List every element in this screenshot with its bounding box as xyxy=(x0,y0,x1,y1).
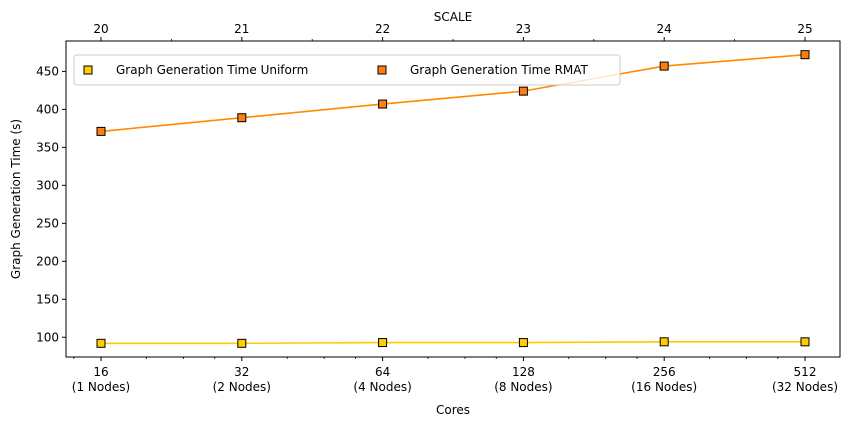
data-point xyxy=(518,86,528,96)
top-x-tick-label: 23 xyxy=(516,22,531,36)
data-point xyxy=(237,338,247,348)
legend-marker xyxy=(377,65,387,75)
legend-box xyxy=(73,54,621,86)
data-point xyxy=(800,50,810,60)
y-tick-label: 300 xyxy=(36,178,59,192)
data-point xyxy=(800,337,810,347)
series-layer xyxy=(96,50,810,348)
legend-label: Graph Generation Time RMAT xyxy=(410,63,589,77)
y-tick-label: 150 xyxy=(36,292,59,306)
x-tick-label: 512 xyxy=(794,365,817,379)
x-axis-label: Cores xyxy=(436,403,470,417)
x-tick-label: (32 Nodes) xyxy=(772,380,838,394)
axes-layer: 100 150 200 250 300 350 400 450 16(1 Nodes) 32(2 … xyxy=(36,22,841,394)
x-tick-label: (16 Nodes) xyxy=(631,380,697,394)
x-tick-label: (2 Nodes) xyxy=(213,380,271,394)
x-tick-label: 128 xyxy=(512,365,535,379)
data-point xyxy=(96,126,106,136)
top-x-tick-label: 21 xyxy=(234,22,249,36)
series-line-1 xyxy=(100,53,806,133)
x-tick-label: (1 Nodes) xyxy=(72,380,130,394)
plot-frame xyxy=(65,40,841,358)
data-point xyxy=(96,338,106,348)
y-tick-label: 350 xyxy=(36,140,59,154)
data-point xyxy=(237,113,247,123)
x-tick-label: (8 Nodes) xyxy=(494,380,552,394)
y-tick-label: 250 xyxy=(36,216,59,230)
x-tick-label: 16 xyxy=(93,365,108,379)
top-x-tick-label: 22 xyxy=(375,22,390,36)
data-point xyxy=(378,99,388,109)
y-axis-label: Graph Generation Time (s) xyxy=(9,119,23,279)
y-tick-label: 200 xyxy=(36,254,59,268)
x-tick-label: 256 xyxy=(653,365,676,379)
top-x-axis-label: SCALE xyxy=(434,10,472,24)
top-x-tick-label: 20 xyxy=(93,22,108,36)
legend-label: Graph Generation Time Uniform xyxy=(116,63,308,77)
x-tick-label: 32 xyxy=(234,365,249,379)
x-tick-label: 64 xyxy=(375,365,390,379)
y-tick-label: 400 xyxy=(36,102,59,116)
data-point xyxy=(659,337,669,347)
data-point xyxy=(659,61,669,71)
y-tick-label: 100 xyxy=(36,330,59,344)
top-x-tick-label: 24 xyxy=(657,22,672,36)
legend: Graph Generation Time Uniform Graph Gener… xyxy=(73,54,621,86)
x-tick-label: (4 Nodes) xyxy=(353,380,411,394)
series-line-0 xyxy=(101,341,805,345)
data-point xyxy=(518,338,528,348)
top-x-tick-label: 25 xyxy=(797,22,812,36)
legend-marker xyxy=(83,65,93,75)
data-point xyxy=(378,338,388,348)
y-tick-label: 450 xyxy=(36,64,59,78)
